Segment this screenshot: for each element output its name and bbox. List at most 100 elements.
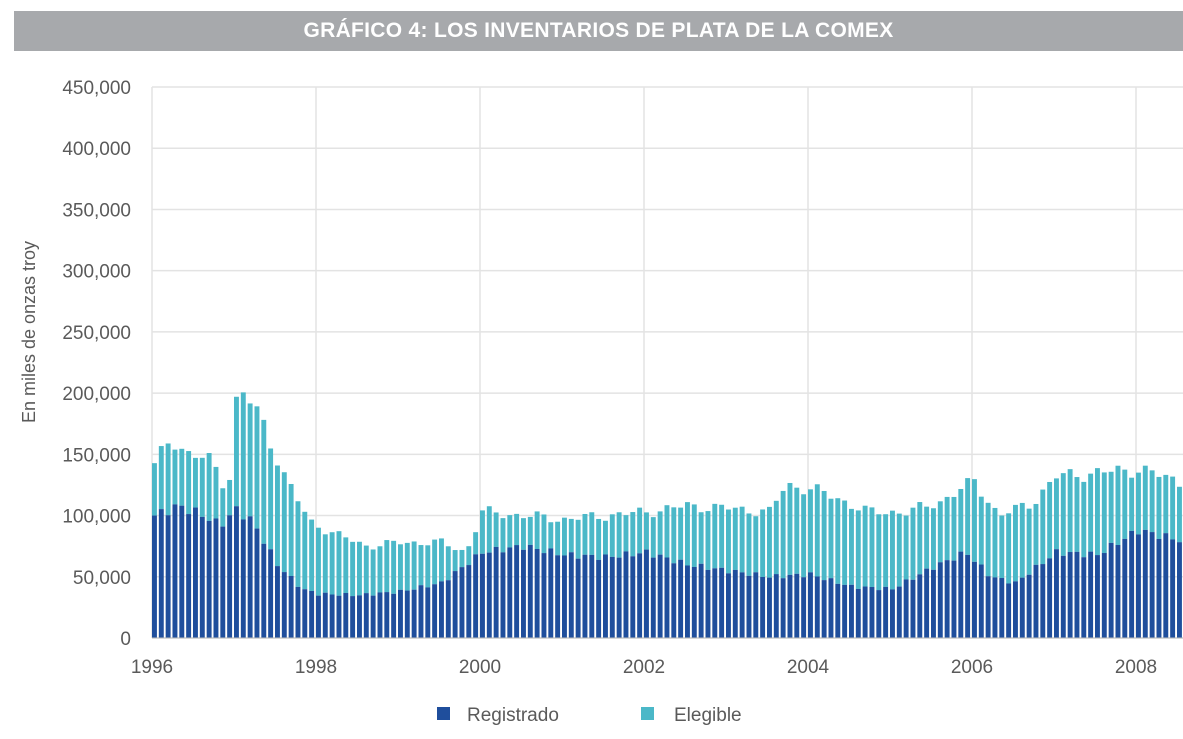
bar-registrado — [357, 595, 362, 638]
bar-elegible — [787, 482, 793, 575]
bar-elegible — [808, 489, 813, 573]
bar-elegible — [418, 545, 424, 586]
y-axis-ticks: 0 50,000 100,000 150,000 200,000 250,000 300,0… — [62, 78, 131, 650]
bar-registrado — [951, 560, 957, 638]
bar-registrado — [459, 567, 465, 638]
bar-elegible — [179, 448, 185, 506]
bar-registrado — [623, 551, 629, 638]
bar-elegible — [767, 506, 772, 578]
bar-elegible — [220, 488, 226, 527]
bar-registrado — [445, 580, 451, 638]
bar-registrado — [152, 515, 157, 638]
bar-elegible — [213, 466, 219, 519]
bar-elegible — [1129, 477, 1135, 531]
bar-elegible — [240, 392, 246, 520]
bar-elegible — [1156, 476, 1162, 539]
bar-registrado — [1115, 545, 1121, 638]
bar-elegible — [1047, 481, 1053, 559]
bar-elegible — [1033, 503, 1039, 565]
bar-elegible — [678, 507, 684, 560]
y-axis-label: En miles de onzas troy — [19, 241, 39, 423]
y-tick-label: 100,000 — [62, 507, 131, 528]
bar-elegible — [944, 496, 950, 561]
y-tick-label: 350,000 — [62, 200, 131, 221]
bar-elegible — [609, 514, 615, 557]
bar-elegible — [623, 515, 629, 552]
bar-elegible — [329, 532, 335, 595]
bar-elegible — [343, 537, 349, 594]
bar-elegible — [165, 443, 171, 516]
bar-registrado — [732, 569, 738, 638]
bar-elegible — [534, 511, 540, 550]
bar-elegible — [432, 539, 438, 585]
bar-registrado — [992, 577, 998, 638]
bar-elegible — [281, 472, 287, 573]
bar-elegible — [370, 549, 376, 596]
bar-registrado — [849, 584, 854, 638]
bar-elegible — [473, 532, 479, 555]
bar-registrado — [603, 554, 608, 638]
bar-elegible — [186, 451, 192, 515]
bar-registrado — [527, 544, 533, 638]
bar-elegible — [821, 490, 827, 581]
bar-elegible — [404, 542, 410, 591]
bar-elegible — [295, 501, 301, 587]
bar-elegible — [1054, 478, 1059, 550]
bar-registrado — [657, 554, 663, 638]
bar-registrado — [719, 567, 725, 638]
bar-registrado — [883, 586, 889, 638]
bar-elegible — [644, 512, 649, 550]
bar-registrado — [302, 589, 308, 638]
legend-swatch-elegible — [641, 707, 654, 720]
bar-registrado — [780, 578, 786, 638]
bar-registrado — [480, 553, 485, 638]
bar-registrado — [876, 590, 882, 638]
bar-registrado — [316, 595, 321, 638]
bar-registrado — [1136, 534, 1141, 638]
bar-registrado — [206, 520, 212, 638]
bar-registrado — [931, 569, 936, 638]
bar-registrado — [862, 586, 868, 638]
bar-registrado — [1074, 551, 1080, 638]
bar-elegible — [603, 520, 608, 555]
bar-elegible — [1013, 504, 1018, 582]
bar-registrado — [1149, 532, 1155, 638]
bar-elegible — [206, 453, 212, 521]
bar-elegible — [398, 544, 403, 590]
bar-registrado — [705, 569, 711, 638]
bar-registrado — [1019, 577, 1025, 638]
bar-registrado — [1033, 564, 1039, 638]
legend: Registrado Elegible — [437, 705, 742, 726]
bar-elegible — [322, 534, 328, 593]
bar-elegible — [753, 516, 759, 573]
y-tick-label: 250,000 — [62, 323, 131, 344]
bar-elegible — [193, 457, 198, 508]
bar-elegible — [507, 515, 513, 548]
bar-registrado — [521, 549, 526, 638]
bar-registrado — [275, 566, 280, 638]
bar-elegible — [773, 500, 779, 575]
bar-registrado — [650, 557, 656, 638]
bar-elegible — [1170, 476, 1176, 540]
bar-registrado — [726, 573, 731, 638]
bar-elegible — [541, 514, 547, 554]
bar-registrado — [1040, 564, 1046, 638]
bar-registrado — [999, 578, 1005, 638]
x-tick-label: 1996 — [131, 657, 173, 678]
bar-registrado — [309, 590, 315, 638]
bar-elegible — [336, 531, 342, 596]
bar-registrado — [261, 543, 267, 638]
bar-elegible — [630, 512, 636, 557]
bar-registrado — [1156, 538, 1162, 638]
bar-elegible — [616, 512, 622, 558]
bar-registrado — [1060, 555, 1066, 638]
bar-registrado — [486, 552, 492, 638]
bar-elegible — [357, 541, 362, 596]
bar-elegible — [459, 549, 465, 568]
bar-registrado — [534, 549, 540, 638]
bar-registrado — [452, 571, 458, 638]
bar-registrado — [425, 587, 431, 638]
bar-registrado — [664, 557, 670, 638]
bar-registrado — [808, 572, 813, 638]
bar-registrado — [193, 507, 198, 638]
